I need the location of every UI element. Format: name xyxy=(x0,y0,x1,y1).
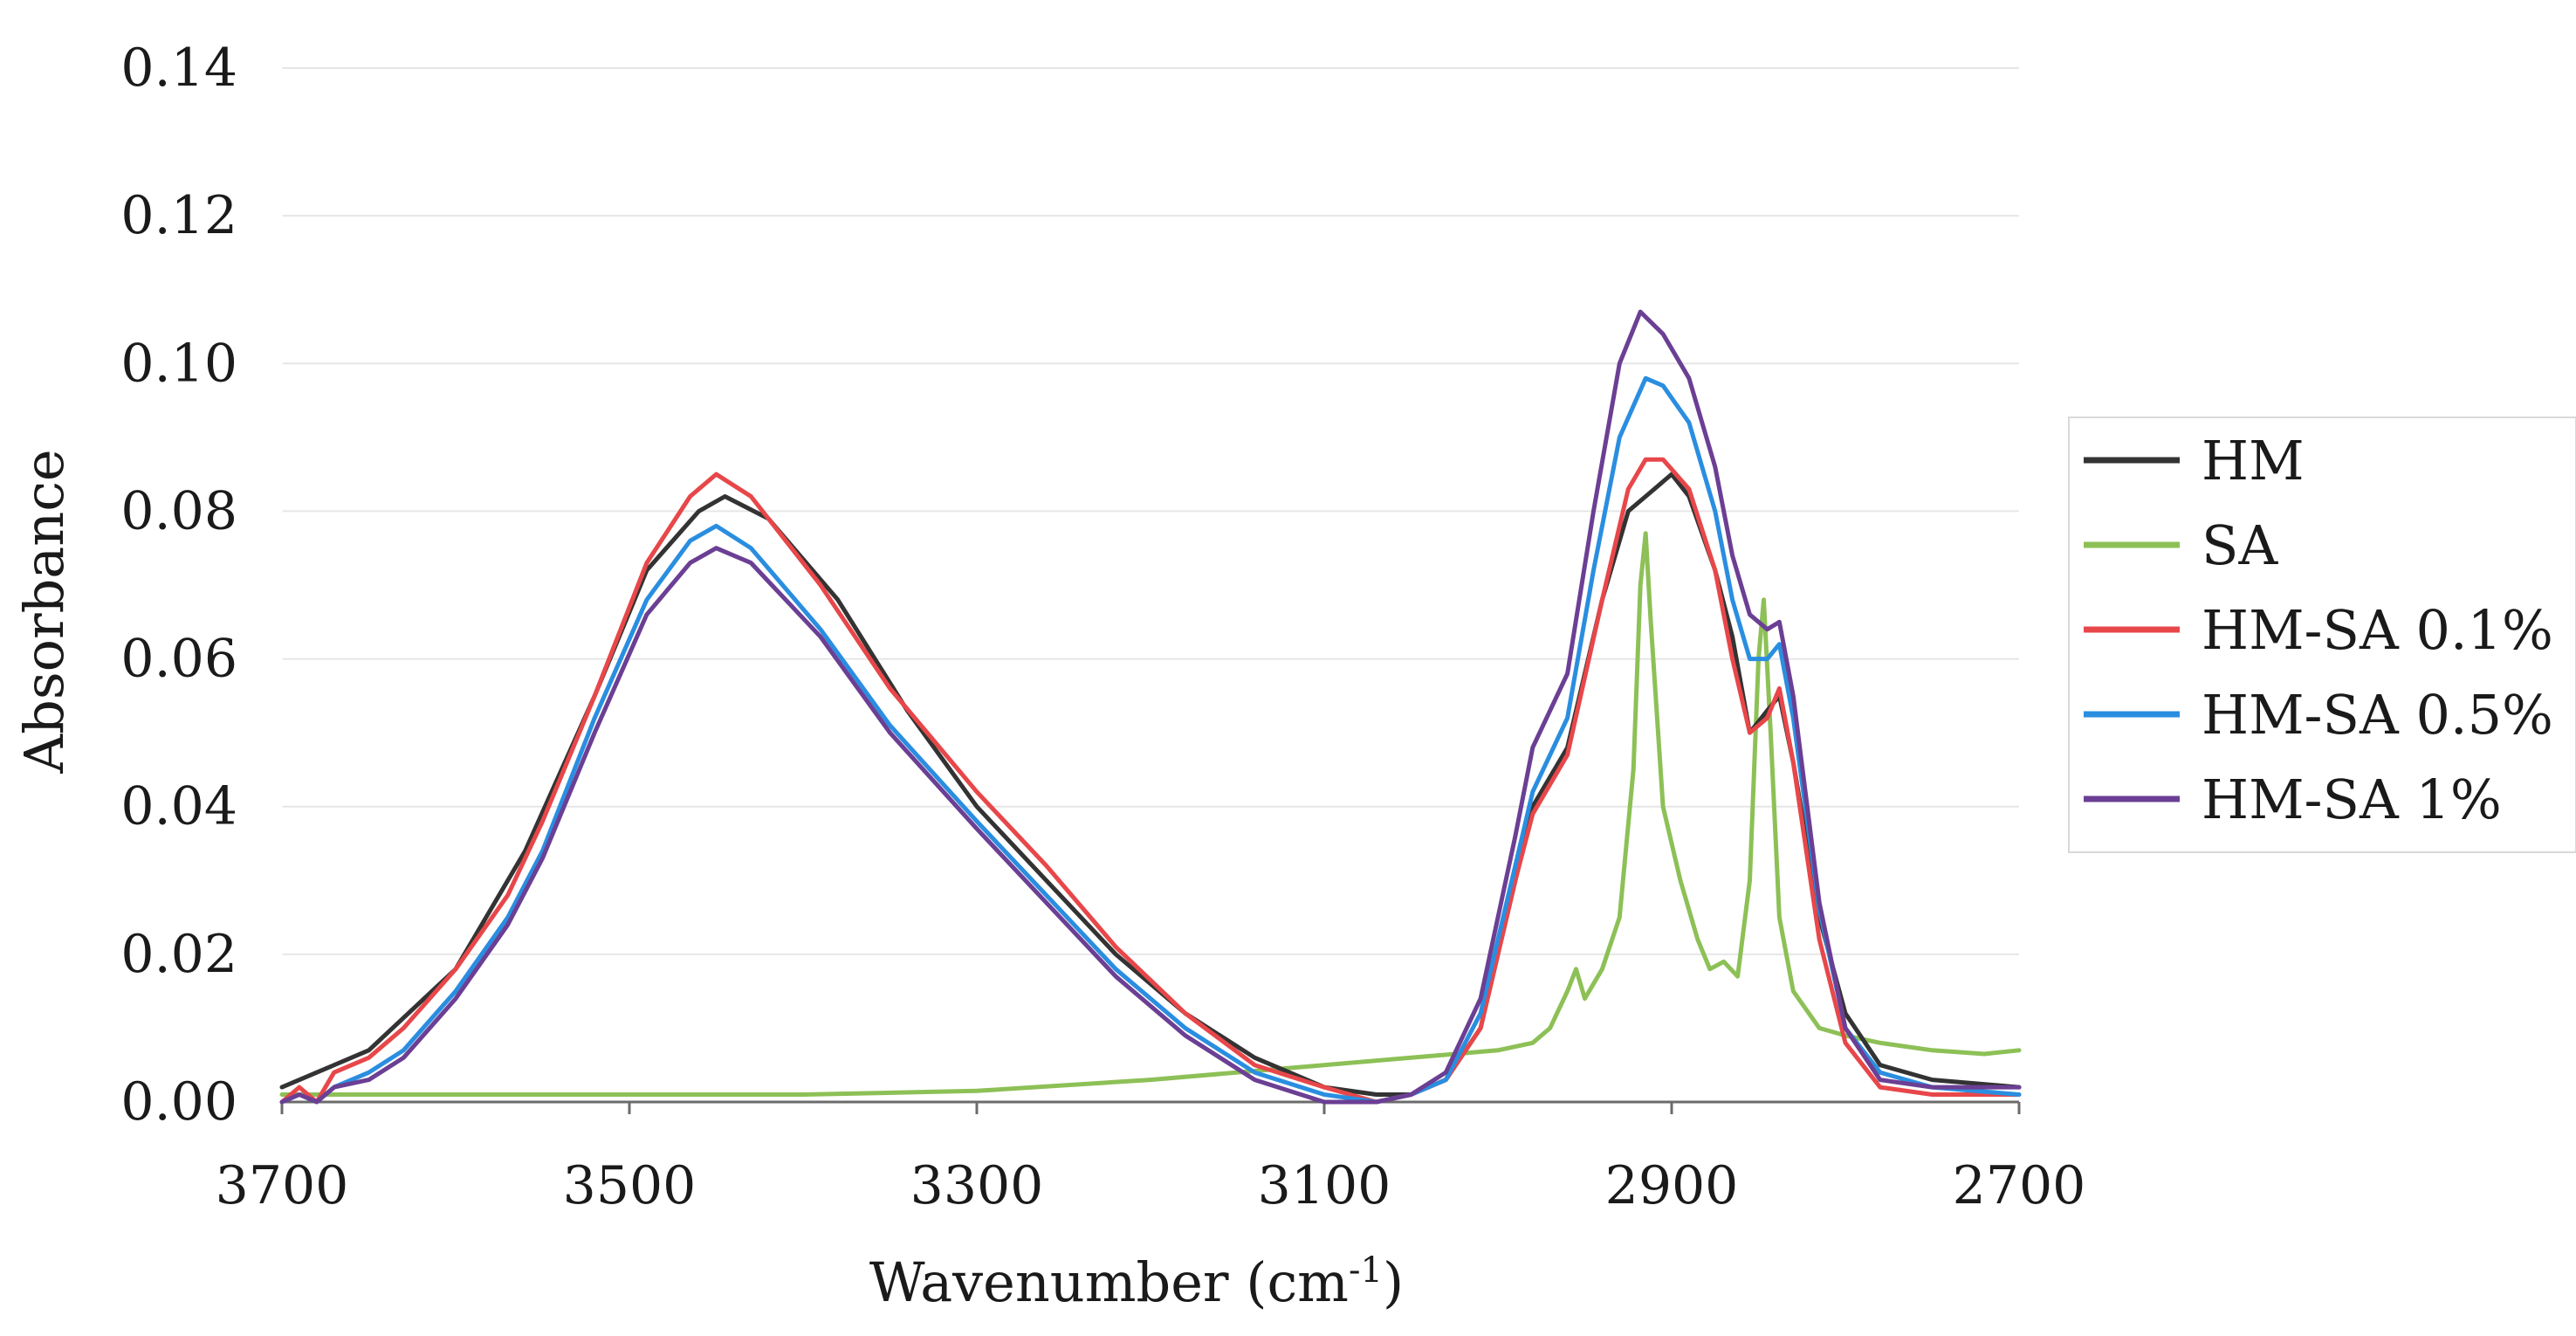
y-tick-label: 0.12 xyxy=(120,185,237,246)
x-tick-label: 2700 xyxy=(1953,1155,2086,1216)
x-tick-label: 3700 xyxy=(216,1155,349,1216)
y-axis-title: Absorbance xyxy=(12,449,76,774)
legend-label: SA xyxy=(2202,513,2278,577)
y-tick-label: 0.06 xyxy=(120,629,237,690)
x-tick-labels: 3700 3500 3300 3100 2900 2700 xyxy=(216,1155,2086,1216)
y-tick-label: 0.08 xyxy=(120,480,237,541)
x-axis-title-main: Wavenumber (cm xyxy=(869,1250,1349,1314)
y-tick-label: 0.02 xyxy=(120,924,237,985)
axes xyxy=(280,68,2021,1114)
series-lines xyxy=(279,309,2022,1105)
legend-label: HM-SA 0.1% xyxy=(2202,598,2553,662)
legend-label: HM-SA 0.5% xyxy=(2202,683,2553,747)
x-axis-title-sup: -1 xyxy=(1349,1250,1383,1291)
x-tick-label: 2900 xyxy=(1605,1155,1739,1216)
x-axis-title: Wavenumber (cm-1) xyxy=(869,1250,1404,1314)
series-line-hm-sa-0-5 xyxy=(279,375,2022,1105)
legend: HM SA HM-SA 0.1% HM-SA 0.5% HM-SA 1% xyxy=(2068,417,2576,853)
series-line-sa xyxy=(279,531,2022,1097)
x-axis-title-close: ) xyxy=(1383,1250,1404,1314)
y-tick-label: 0.04 xyxy=(120,776,237,837)
series-line-hm-sa-1 xyxy=(279,309,2022,1105)
y-tick-label: 0.00 xyxy=(120,1071,237,1133)
y-tick-label: 0.14 xyxy=(120,38,237,99)
series-line-hm xyxy=(279,472,2022,1097)
legend-items: HM SA HM-SA 0.1% HM-SA 0.5% HM-SA 1% xyxy=(2084,429,2553,831)
gridlines xyxy=(282,67,2019,955)
y-tick-labels: 0.00 0.02 0.04 0.06 0.08 0.10 0.12 0.14 xyxy=(120,38,237,1133)
legend-label: HM-SA 1% xyxy=(2202,768,2502,831)
legend-label: HM xyxy=(2202,429,2305,492)
x-tick-label: 3300 xyxy=(910,1155,1044,1216)
y-tick-label: 0.10 xyxy=(120,333,237,394)
legend-box xyxy=(2068,417,2576,853)
x-tick-label: 3100 xyxy=(1258,1155,1391,1216)
x-tick-label: 3500 xyxy=(563,1155,697,1216)
